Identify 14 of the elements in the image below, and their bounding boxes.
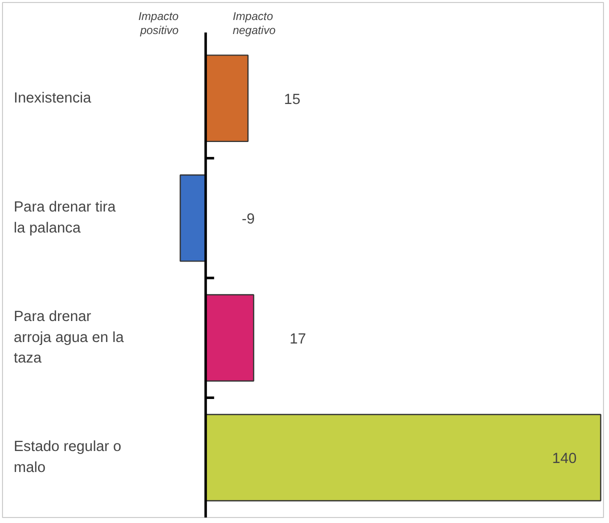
bar xyxy=(205,294,254,382)
y-tick-label: Estado regular o malo xyxy=(14,439,122,476)
bar xyxy=(205,54,249,142)
y-tick-label: Para drenar tira la palanca xyxy=(14,200,116,236)
data-label: 140 xyxy=(552,451,577,468)
annotation: Impacto positivo xyxy=(138,10,179,38)
data-label: 15 xyxy=(284,92,300,108)
data-label: 17 xyxy=(290,331,306,348)
bar xyxy=(180,174,206,262)
y-tick-label: Inexistencia xyxy=(14,90,92,106)
annotation: Impacto negativo xyxy=(232,10,276,38)
y-tick-label: Para drenar arroja agua en la taza xyxy=(14,309,125,367)
bar xyxy=(205,414,602,502)
data-label: -9 xyxy=(242,212,255,228)
